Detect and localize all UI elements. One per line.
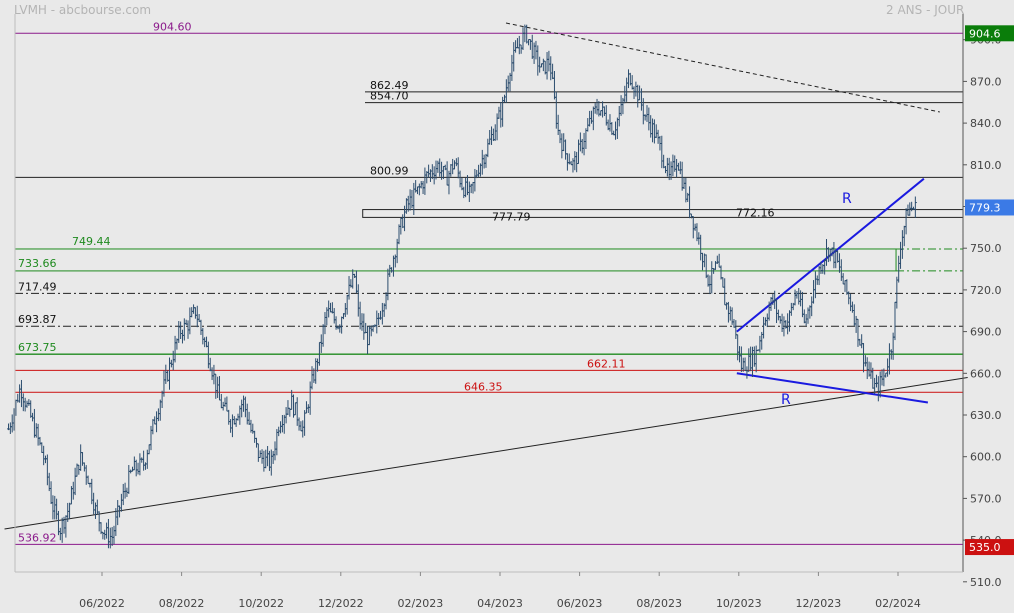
trendline-lower-R-line — [736, 372, 929, 404]
level-label-6: 673.75 — [18, 341, 57, 354]
chart-title: LVMH - abcbourse.com — [14, 3, 152, 17]
zone-label-2-1: 646.35 — [464, 380, 503, 393]
level-label-1: 862.49 — [370, 79, 409, 92]
price-badge-label-0: 904.6 — [969, 27, 1001, 40]
axes: 510.0540.0570.0600.0630.0660.0690.0720.0… — [14, 14, 1014, 610]
x-tick-label-2: 10/2022 — [238, 597, 284, 610]
level-label-7: 536.92 — [18, 531, 57, 544]
x-tick-label-3: 12/2022 — [318, 597, 364, 610]
price-badge-box-1 — [965, 199, 1014, 216]
y-tick-label-10: 810.0 — [970, 159, 1002, 172]
y-tick-label-11: 840.0 — [970, 117, 1002, 130]
zone-label-0-0: 777.79 — [492, 211, 531, 224]
x-tick-label-9: 12/2023 — [796, 597, 842, 610]
level-label-2: 854.70 — [370, 90, 409, 103]
y-tick-label-8: 750.0 — [970, 242, 1002, 255]
x-tick-label-7: 08/2023 — [636, 597, 682, 610]
price-badge-box-2 — [965, 539, 1014, 556]
y-tick-label-2: 570.0 — [970, 492, 1002, 505]
price-badge-box-0 — [965, 25, 1014, 42]
candles — [7, 24, 917, 549]
zone-label-0-1: 772.16 — [736, 206, 775, 219]
x-tick-label-6: 06/2023 — [557, 597, 603, 610]
x-tick-label-4: 02/2023 — [398, 597, 444, 610]
zone-label-2-0: 662.11 — [587, 357, 626, 370]
chart-period: 2 ANS - JOUR — [886, 3, 965, 17]
x-tick-label-10: 02/2024 — [875, 597, 921, 610]
level-label-0: 904.60 — [153, 20, 192, 33]
level-label-3: 800.99 — [370, 164, 409, 177]
zone-label-1-0: 749.44 — [72, 235, 111, 248]
x-tick-label-5: 04/2023 — [477, 597, 523, 610]
price-badge-label-1: 779.3 — [969, 201, 1001, 214]
y-tick-label-5: 660.0 — [970, 367, 1002, 380]
x-tick-label-8: 10/2023 — [716, 597, 762, 610]
horizontal-lines — [15, 32, 963, 545]
y-tick-label-12: 870.0 — [970, 75, 1002, 88]
y-tick-label-3: 600.0 — [970, 451, 1002, 464]
zone-label-1-1: 733.66 — [18, 257, 57, 270]
trendline-resistance-dashed — [505, 22, 940, 113]
trendline-label-2: R — [842, 191, 852, 207]
trendline-label-3: R — [781, 392, 791, 408]
x-tick-label-0: 06/2022 — [79, 597, 125, 610]
x-tick-label-1: 08/2022 — [159, 597, 205, 610]
trendline-long-term-support — [4, 376, 968, 530]
y-tick-label-0: 510.0 — [970, 576, 1002, 589]
level-label-4: 717.49 — [18, 280, 57, 293]
price-badge-label-2: 535.0 — [969, 541, 1001, 554]
level-label-5: 693.87 — [18, 313, 57, 326]
y-tick-label-6: 690.0 — [970, 326, 1002, 339]
y-tick-label-7: 720.0 — [970, 284, 1002, 297]
y-tick-label-4: 630.0 — [970, 409, 1002, 422]
